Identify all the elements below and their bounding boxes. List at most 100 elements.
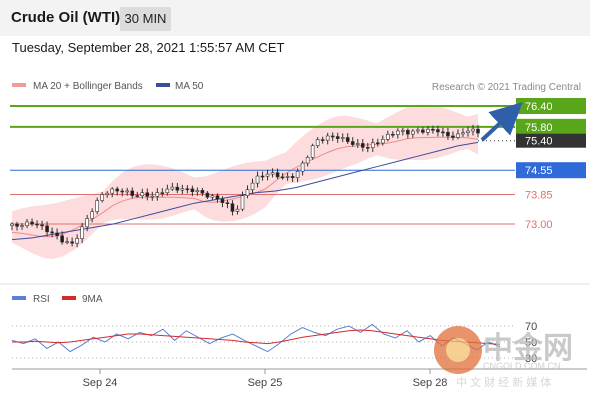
- candle-body: [340, 137, 345, 139]
- candle-body: [130, 190, 135, 196]
- candle-body: [235, 208, 240, 212]
- x-tick-label: Sep 24: [83, 377, 118, 389]
- candle-body: [90, 211, 94, 219]
- rsi-ma-legend-swatch: [62, 296, 76, 300]
- bollinger-legend-label: MA 20 + Bollinger Bands: [33, 81, 143, 92]
- candle-body: [325, 135, 330, 141]
- level-label-73.85: 73.85: [525, 190, 553, 202]
- x-tick-label: Sep 28: [413, 377, 448, 389]
- candle-body: [210, 195, 215, 198]
- candle-body: [335, 136, 340, 139]
- candle-body: [285, 176, 290, 178]
- candle-body: [391, 133, 395, 136]
- candle-body: [25, 221, 29, 227]
- candle-body: [250, 182, 255, 190]
- level-label-74.55: 74.55: [525, 165, 553, 177]
- forecast-arrow: [480, 102, 523, 142]
- rsi-ma-legend-label: 9MA: [82, 294, 103, 305]
- candle-body: [401, 129, 405, 132]
- candle-body: [386, 133, 390, 140]
- candle-body: [260, 175, 265, 178]
- candle-body: [200, 190, 205, 194]
- candles-group: [10, 124, 480, 248]
- candle-body: [175, 186, 180, 191]
- candle-body: [320, 139, 325, 141]
- candle-body: [105, 192, 110, 195]
- levels-group: 76.40 75.80 74.55 73.85 73.00 75.40: [10, 98, 586, 231]
- timestamp: Tuesday, September 28, 2021 1:55:57 AM C…: [12, 40, 285, 55]
- candle-body: [20, 225, 24, 228]
- candle-body: [155, 192, 160, 197]
- candle-body: [190, 188, 195, 192]
- watermark-site: CNGOLD.COM.CN: [483, 361, 561, 371]
- candle-body: [355, 143, 360, 145]
- level-badge-75.80: [516, 118, 586, 135]
- candle-body: [471, 128, 475, 132]
- candle-body: [165, 188, 170, 194]
- candle-body: [35, 223, 39, 226]
- last-price-badge: [516, 133, 586, 148]
- candle-body: [466, 130, 470, 134]
- candle-body: [350, 141, 355, 145]
- chart-header: Crude Oil (WTI) 30 MIN: [0, 0, 590, 36]
- candle-body: [205, 192, 210, 198]
- candle-body: [275, 172, 280, 178]
- x-ticks: Sep 24 Sep 25 Sep 28: [83, 369, 448, 389]
- candle-body: [140, 192, 145, 196]
- candle-body: [446, 131, 450, 137]
- candle-body: [80, 226, 84, 239]
- candle-body: [416, 129, 420, 132]
- candle-body: [145, 192, 150, 197]
- watermark-brand: 中金网: [483, 331, 573, 365]
- candle-body: [220, 198, 225, 204]
- rsi-legend-label: RSI: [33, 294, 50, 305]
- candle-body: [65, 241, 69, 244]
- rsi-tick-70: 70: [525, 321, 537, 333]
- rsi-tick-50: 50: [525, 337, 537, 349]
- candle-body: [426, 128, 430, 133]
- watermark: 中金网 CNGOLD.COM.CN 中 文 财 经 新 媒 体: [434, 326, 573, 389]
- candle-body: [135, 195, 140, 197]
- bollinger-legend-swatch: [12, 83, 26, 87]
- candle-body: [456, 133, 460, 138]
- candle-body: [115, 188, 120, 192]
- candle-body: [370, 142, 375, 148]
- candle-body: [461, 132, 465, 135]
- interval-button[interactable]: 30 MIN: [120, 7, 171, 31]
- candle-body: [380, 138, 385, 144]
- candle-body: [120, 190, 125, 193]
- candle-body: [10, 223, 14, 227]
- candle-body: [295, 170, 300, 179]
- instrument-title: Crude Oil (WTI): [11, 9, 121, 26]
- candle-body: [30, 221, 34, 225]
- ma20-line: [11, 136, 479, 238]
- candle-body: [225, 202, 230, 205]
- candle-body: [215, 195, 220, 200]
- candle-body: [55, 232, 59, 237]
- candle-body: [230, 203, 235, 212]
- last-price-label: 75.40: [525, 136, 553, 148]
- candle-body: [60, 235, 64, 243]
- level-badge-74.55: [516, 162, 586, 179]
- watermark-logo-inner: [446, 338, 470, 362]
- candle-body: [315, 139, 320, 146]
- candle-body: [265, 173, 270, 177]
- candle-body: [75, 238, 79, 244]
- candle-body: [406, 129, 410, 135]
- rsi-line: [11, 323, 501, 353]
- candle-body: [50, 231, 54, 234]
- candle-body: [421, 129, 425, 133]
- candle-body: [396, 130, 400, 135]
- ma50-legend-label: MA 50: [175, 81, 204, 92]
- candle-body: [150, 195, 155, 198]
- candle-body: [330, 135, 335, 138]
- rsi-grid: 70 50 30: [12, 321, 537, 365]
- candle-body: [195, 190, 200, 192]
- candle-body: [436, 129, 440, 133]
- candle-body: [45, 225, 49, 233]
- candle-body: [100, 194, 104, 201]
- candle-body: [180, 188, 185, 191]
- rsi-tick-30: 30: [525, 353, 537, 365]
- candle-body: [245, 189, 250, 196]
